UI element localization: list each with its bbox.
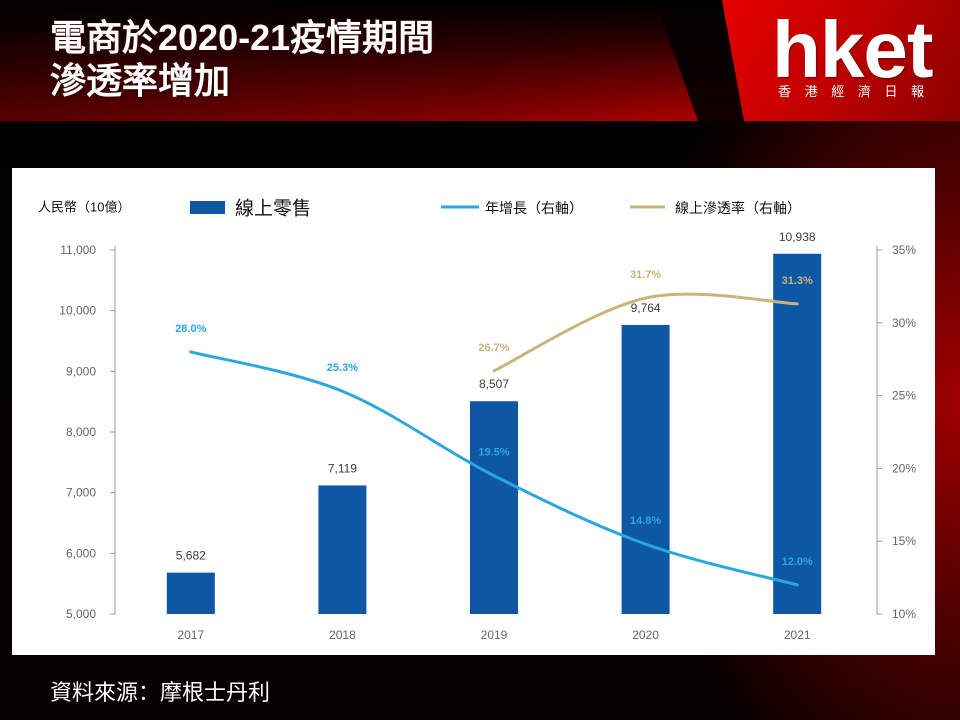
page-title: 電商於2020-21疫情期間 滲透率增加 [50,16,434,102]
legend: 線上零售 年增長（右軸） 線上滲透率（右軸） [190,198,801,220]
bar-value-label: 7,119 [328,461,357,475]
chart: 人民幣（10億） 線上零售 年增長（右軸） 線上滲透率（右軸） 5,000 6,0… [38,198,916,643]
growth-label: 28.0% [175,323,206,335]
bar-value-label: 5,682 [176,549,206,563]
bar-value-label: 10,938 [779,230,816,244]
left-axis-tick-label: 5,000 [66,607,96,621]
left-axis-tick-label: 10,000 [59,304,96,318]
penetration-line [492,292,799,373]
x-axis-label: 2018 [329,628,356,642]
right-axis-tick-label: 30% [892,316,916,330]
x-axis-label: 2021 [784,628,811,642]
source-note: 資料來源：摩根士丹利 [50,680,271,705]
page-title-line-1: 電商於2020-21疫情期間 [50,17,435,58]
legend-label-penetration: 線上滲透率（右軸） [675,200,801,216]
lines-group [189,292,799,587]
left-axis-tick-label: 9,000 [66,364,96,378]
bar-2021 [773,253,822,614]
right-axis-tick-label: 10% [892,607,916,621]
bars-group [166,253,822,614]
left-axis-tick-label: 7,000 [66,486,96,500]
bar-value-label: 8,507 [479,377,509,391]
bar-2020 [621,324,670,614]
chart-panel: 人民幣（10億） 線上零售 年增長（右軸） 線上滲透率（右軸） 5,000 6,0… [12,168,935,655]
left-axis-tick-label: 8,000 [66,425,96,439]
bar-2018 [318,485,367,614]
logo-tagline: 香 港 經 濟 日 報 [778,84,930,99]
penetration-label: 31.3% [782,275,813,287]
penetration-label: 26.7% [478,342,509,354]
page-title-line-2: 滲透率增加 [50,60,231,101]
growth-line [189,350,799,587]
axes-group: 5,000 6,000 7,000 8,000 9,000 10,000 11,000 10%… [59,243,916,642]
right-axis-tick-label: 35% [892,243,916,257]
legend-label-online-retail: 線上零售 [235,198,311,220]
data-labels-group: 5,682 7,119 8,507 9,764 10,938 28.0% 25.3% 19.5… [175,230,816,568]
left-axis-tick-label: 11,000 [60,243,96,257]
bar-2019 [470,401,518,614]
left-axis-tick-label: 6,000 [66,546,96,560]
bar-value-label: 9,764 [631,301,661,315]
bar-2017 [166,572,215,614]
legend-swatch-online-retail [190,201,225,214]
left-axis-title: 人民幣（10億） [38,200,130,215]
logo-wordmark: hket [772,5,933,94]
x-axis-label: 2017 [177,628,204,642]
right-axis-tick-label: 15% [892,534,916,548]
right-axis-tick-label: 20% [892,461,916,475]
legend-label-growth: 年增長（右軸） [485,200,583,216]
growth-label: 12.0% [782,556,813,568]
x-axis-label: 2019 [481,628,508,642]
growth-label: 14.8% [630,515,661,527]
penetration-label: 31.7% [630,269,661,281]
hket-logo: hket 香 港 經 濟 日 報 [722,0,960,121]
x-axis-label: 2020 [632,628,659,642]
growth-label: 25.3% [327,362,358,374]
right-axis-tick-label: 25% [892,389,916,403]
growth-label: 19.5% [478,447,509,459]
